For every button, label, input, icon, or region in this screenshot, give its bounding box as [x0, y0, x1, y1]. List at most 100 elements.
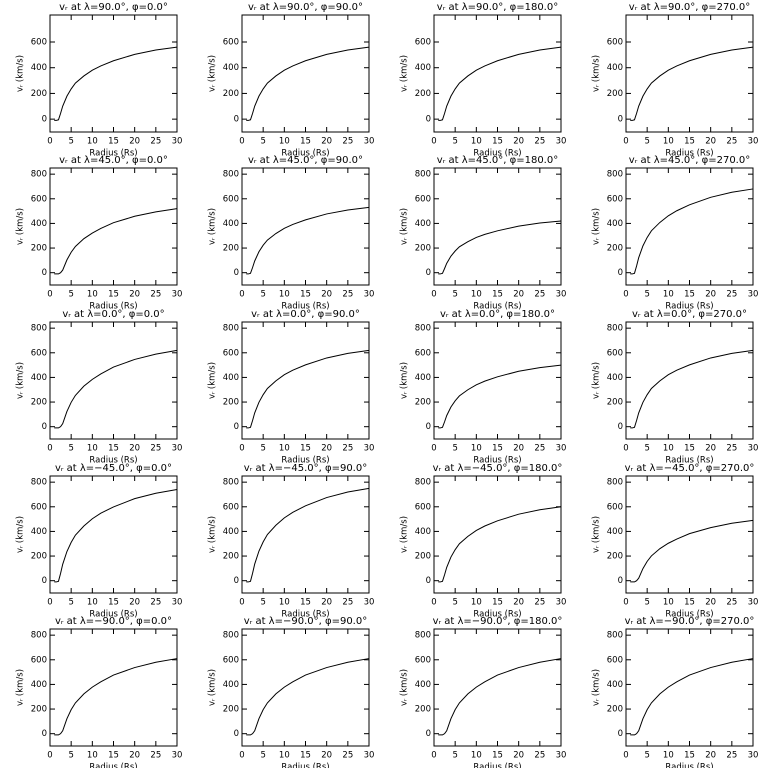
chart-title: vᵣ at λ=45.0°, φ=90.0° [248, 155, 363, 166]
data-line [54, 489, 178, 583]
x-tick-label: 25 [534, 290, 545, 300]
chart-title: vᵣ at λ=−45.0°, φ=270.0° [625, 463, 755, 474]
y-tick-label: 200 [607, 89, 623, 99]
x-tick-label: 30 [748, 444, 759, 454]
chart-title: vᵣ at λ=−45.0°, φ=90.0° [244, 463, 367, 474]
x-axis-label: Radius (Rs) [89, 456, 137, 466]
x-axis-label: Radius (Rs) [473, 302, 521, 312]
y-tick-label: 600 [31, 38, 47, 48]
data-line [54, 658, 178, 736]
x-tick-label: 5 [452, 137, 457, 147]
x-tick-label: 20 [705, 444, 716, 454]
x-tick-label: 25 [150, 137, 161, 147]
y-axis-label: vᵣ (km/s) [400, 516, 410, 553]
y-tick-label: 0 [426, 576, 431, 586]
x-tick-label: 10 [663, 290, 674, 300]
data-line [246, 487, 370, 583]
y-tick-label: 800 [223, 324, 239, 334]
x-tick-label: 10 [87, 290, 98, 300]
data-line [630, 519, 754, 583]
y-axis-label: vᵣ (km/s) [592, 669, 602, 706]
y-tick-label: 600 [31, 502, 47, 512]
x-tick-label: 15 [492, 751, 503, 761]
y-tick-label: 0 [426, 115, 431, 125]
data-line [438, 364, 562, 429]
y-tick-label: 600 [31, 194, 47, 204]
x-tick-label: 5 [260, 598, 265, 608]
data-line [54, 208, 178, 275]
x-tick-label: 0 [239, 444, 244, 454]
x-tick-label: 30 [364, 444, 375, 454]
y-tick-label: 800 [607, 170, 623, 180]
data-line [438, 658, 562, 736]
y-axis-label: vᵣ (km/s) [592, 516, 602, 553]
x-tick-label: 15 [684, 137, 695, 147]
y-tick-label: 600 [415, 502, 431, 512]
y-tick-label: 0 [426, 729, 431, 739]
data-line [630, 46, 754, 121]
y-axis-label: vᵣ (km/s) [16, 208, 26, 245]
x-axis-label: Radius (Rs) [665, 456, 713, 466]
y-tick-label: 400 [31, 527, 47, 537]
plot-frame [241, 14, 370, 133]
x-tick-label: 15 [684, 444, 695, 454]
x-tick-label: 5 [68, 290, 73, 300]
y-tick-label: 400 [31, 219, 47, 229]
x-tick-label: 20 [321, 290, 332, 300]
y-axis-label: vᵣ (km/s) [208, 208, 218, 245]
chart-title: vᵣ at λ=0.0°, φ=90.0° [251, 309, 360, 320]
y-tick-label: 200 [31, 244, 47, 254]
x-tick-label: 0 [47, 598, 52, 608]
x-tick-label: 10 [663, 137, 674, 147]
y-tick-label: 0 [234, 268, 239, 278]
x-tick-label: 30 [364, 598, 375, 608]
y-tick-label: 600 [607, 38, 623, 48]
plot-frame [241, 167, 370, 286]
x-tick-label: 5 [452, 444, 457, 454]
x-tick-label: 25 [342, 137, 353, 147]
x-tick-label: 30 [748, 290, 759, 300]
x-tick-label: 10 [279, 751, 290, 761]
plot-frame [49, 167, 178, 286]
chart-title: vᵣ at λ=0.0°, φ=180.0° [440, 309, 555, 320]
x-tick-label: 10 [663, 598, 674, 608]
x-tick-label: 0 [239, 290, 244, 300]
x-tick-label: 25 [342, 290, 353, 300]
chart-title: vᵣ at λ=90.0°, φ=0.0° [59, 2, 168, 13]
x-tick-label: 20 [129, 444, 140, 454]
y-tick-label: 600 [223, 655, 239, 665]
x-tick-label: 20 [705, 137, 716, 147]
x-tick-label: 0 [431, 290, 436, 300]
x-tick-label: 5 [68, 444, 73, 454]
x-tick-label: 15 [300, 598, 311, 608]
x-tick-label: 15 [300, 137, 311, 147]
chart-title: vᵣ at λ=45.0°, φ=180.0° [437, 155, 558, 166]
x-tick-label: 25 [534, 444, 545, 454]
data-line [630, 349, 754, 429]
x-tick-label: 20 [321, 598, 332, 608]
y-tick-label: 800 [607, 478, 623, 488]
x-tick-label: 0 [623, 444, 628, 454]
x-tick-label: 20 [705, 751, 716, 761]
y-tick-label: 600 [31, 348, 47, 358]
plot-frame [625, 475, 754, 594]
x-tick-label: 5 [260, 444, 265, 454]
x-tick-label: 20 [513, 444, 524, 454]
x-axis-label: Radius (Rs) [473, 149, 521, 159]
plot-frame [433, 475, 562, 594]
y-tick-label: 200 [223, 398, 239, 408]
x-tick-label: 10 [279, 137, 290, 147]
x-tick-label: 5 [644, 290, 649, 300]
y-tick-label: 800 [607, 631, 623, 641]
plot-frame [625, 321, 754, 440]
y-tick-label: 800 [31, 324, 47, 334]
x-tick-label: 20 [129, 290, 140, 300]
y-tick-label: 200 [607, 244, 623, 254]
x-tick-label: 25 [342, 751, 353, 761]
plot-frame [625, 167, 754, 286]
plot-frame [433, 14, 562, 133]
x-tick-label: 20 [321, 137, 332, 147]
x-axis-label: Radius (Rs) [281, 302, 329, 312]
x-tick-label: 10 [279, 290, 290, 300]
y-tick-label: 800 [607, 324, 623, 334]
